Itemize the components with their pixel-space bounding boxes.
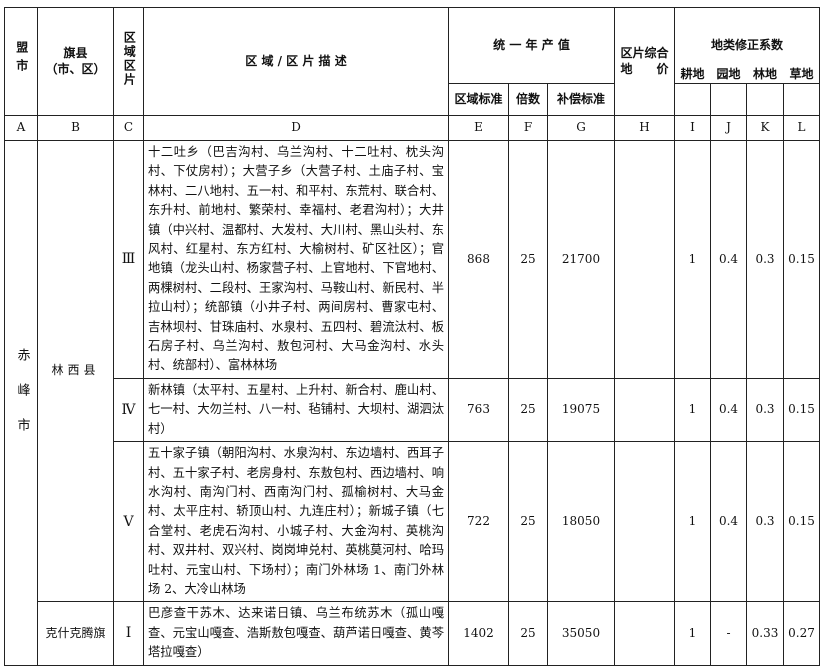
letter-a: A: [4, 115, 38, 141]
compensation: 35050: [547, 601, 615, 666]
orchard-coef: 0.4: [710, 441, 747, 603]
header-orchard: 园地: [710, 58, 747, 91]
letter-i: I: [674, 115, 711, 141]
letter-d: D: [143, 115, 449, 141]
header-composite-price: 区片综合地 价: [614, 7, 675, 116]
letter-g: G: [547, 115, 615, 141]
grassland-coef: 0.15: [782, 377, 821, 443]
letter-row: A B C D E F G H I J K L: [4, 115, 821, 141]
letter-e: E: [448, 115, 509, 141]
composite-price: [614, 601, 675, 666]
composite-price: [614, 140, 675, 379]
multiple: 25: [508, 601, 548, 666]
composite-price: [614, 377, 675, 443]
header-multiple: 倍数: [508, 83, 548, 116]
league-name: 赤峰市: [4, 140, 38, 666]
forest-coef: 0.3: [746, 441, 784, 603]
county-name: 克什克腾旗: [37, 601, 114, 666]
header-county: 旗县 （市、区）: [37, 7, 114, 116]
table-row: 赤峰市 林西县 Ⅲ 十二吐乡（巴吉沟村、乌兰沟村、十二吐村、枕头沟村、下仗房村）…: [4, 139, 821, 666]
letter-k: K: [746, 115, 784, 141]
header-forest: 林地: [746, 58, 784, 91]
grassland-coef: 0.27: [782, 601, 821, 666]
multiple: 25: [508, 140, 548, 379]
header-annual-output: 统 一 年 产 值: [448, 7, 615, 84]
letter-c: C: [113, 115, 144, 141]
zone-description: 新林镇（太平村、五星村、上升村、新合村、鹿山村、七一村、大勿兰村、八一村、毡铺村…: [143, 377, 449, 443]
header-compensation: 补偿标准: [547, 83, 615, 116]
zone-standard: 868: [448, 140, 509, 379]
forest-coef: 0.33: [746, 601, 784, 666]
zone-description: 五十家子镇（朝阳沟村、水泉沟村、东边墙村、西耳子村、五十家子村、老房身村、东敖包…: [143, 441, 449, 603]
letter-j: J: [710, 115, 747, 141]
grassland-coef: 0.15: [782, 140, 821, 379]
forest-coef: 0.3: [746, 377, 784, 443]
letter-h: H: [614, 115, 675, 141]
header-description: 区 域 / 区 片 描 述: [143, 7, 449, 116]
multiple: 25: [508, 377, 548, 443]
zone-standard: 722: [448, 441, 509, 603]
letter-b: B: [37, 115, 114, 141]
farmland-coef: 1: [674, 601, 711, 666]
composite-price: [614, 441, 675, 603]
farmland-coef: 1: [674, 140, 711, 379]
header-zone: 区域区片: [113, 7, 144, 116]
compensation: 21700: [547, 140, 615, 379]
zone-description: 十二吐乡（巴吉沟村、乌兰沟村、十二吐村、枕头沟村、下仗房村）；大营子乡（大营子村…: [143, 140, 449, 379]
compensation: 18050: [547, 441, 615, 603]
header-farmland: 耕地: [674, 58, 711, 91]
letter-f: F: [508, 115, 548, 141]
letter-l: L: [782, 115, 821, 141]
zone-standard: 763: [448, 377, 509, 443]
orchard-coef: 0.4: [710, 377, 747, 443]
header-grassland: 草地: [782, 58, 821, 91]
forest-coef: 0.3: [746, 140, 784, 379]
table-row: Ⅴ 五十家子镇（朝阳沟村、水泉沟村、东边墙村、西耳子村、五十家子村、老房身村、东…: [5, 441, 821, 603]
land-price-table: 盟市 旗县 （市、区） 区域区片 区 域 / 区 片 描 述 统 一 年 产 值 …: [4, 7, 821, 666]
zone-standard: 1402: [448, 601, 509, 666]
orchard-coef: 0.4: [710, 140, 747, 379]
header-zone-standard: 区域标准: [448, 83, 509, 116]
table-row: 克什克腾旗 Ⅰ 巴彦查干苏木、达来诺日镇、乌兰布统苏木（孤山嘎查、元宝山嘎查、浩…: [5, 601, 821, 666]
table-row: Ⅳ 新林镇（太平村、五星村、上升村、新合村、鹿山村、七一村、大勿兰村、八一村、毡…: [5, 377, 821, 443]
zone-code: Ⅰ: [113, 601, 144, 666]
header-league: 盟市: [4, 7, 38, 116]
zone-description: 巴彦查干苏木、达来诺日镇、乌兰布统苏木（孤山嘎查、元宝山嘎查、浩斯敖包嘎查、葫芦…: [143, 601, 449, 666]
zone-code: Ⅴ: [113, 441, 144, 603]
grassland-coef: 0.15: [782, 441, 821, 603]
zone-code: Ⅲ: [113, 140, 144, 379]
zone-code: Ⅳ: [113, 377, 144, 443]
orchard-coef: -: [710, 601, 747, 666]
multiple: 25: [508, 441, 548, 603]
county-name: 林西县: [37, 139, 114, 603]
farmland-coef: 1: [674, 441, 711, 603]
compensation: 19075: [547, 377, 615, 443]
farmland-coef: 1: [674, 377, 711, 443]
